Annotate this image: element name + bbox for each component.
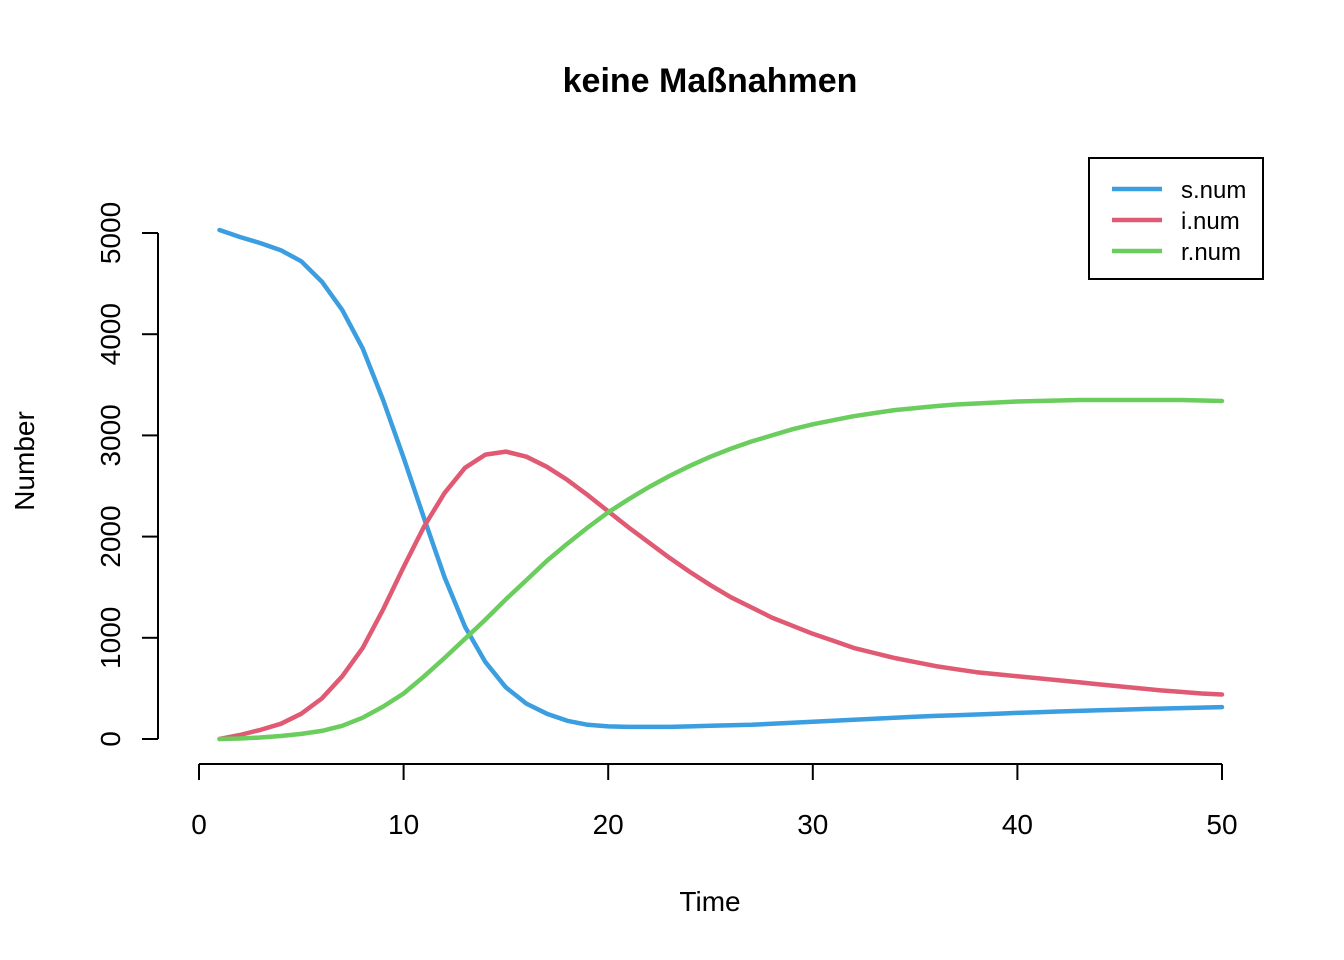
series-line-r-num [217, 397, 1225, 742]
y-axis-label: Number [9, 411, 40, 511]
legend: s.num i.num r.num [1088, 157, 1264, 280]
x-axis: 0 10 20 30 40 50 [191, 763, 1238, 840]
x-tick-label: 10 [388, 809, 419, 840]
x-tick-label: 20 [593, 809, 624, 840]
legend-label: s.num [1181, 177, 1246, 204]
x-tick-label: 30 [797, 809, 828, 840]
legend-label: i.num [1181, 208, 1240, 235]
y-tick-label: 0 [95, 731, 126, 747]
y-axis: 0 1000 2000 3000 4000 5000 [95, 202, 159, 747]
y-tick-label: 3000 [95, 404, 126, 466]
y-tick-label: 1000 [95, 607, 126, 669]
chart-title: keine Maßnahmen [563, 62, 858, 100]
series-line-i-num [217, 449, 1225, 742]
y-tick-label: 4000 [95, 303, 126, 365]
x-axis-label: Time [679, 886, 740, 917]
series-line-s-num [217, 227, 1225, 730]
x-tick-label: 40 [1002, 809, 1033, 840]
legend-label: r.num [1181, 239, 1241, 266]
series-lines [217, 227, 1225, 742]
y-tick-label: 2000 [95, 505, 126, 567]
y-tick-label: 5000 [95, 202, 126, 264]
x-tick-label: 50 [1206, 809, 1237, 840]
x-tick-label: 0 [191, 809, 207, 840]
